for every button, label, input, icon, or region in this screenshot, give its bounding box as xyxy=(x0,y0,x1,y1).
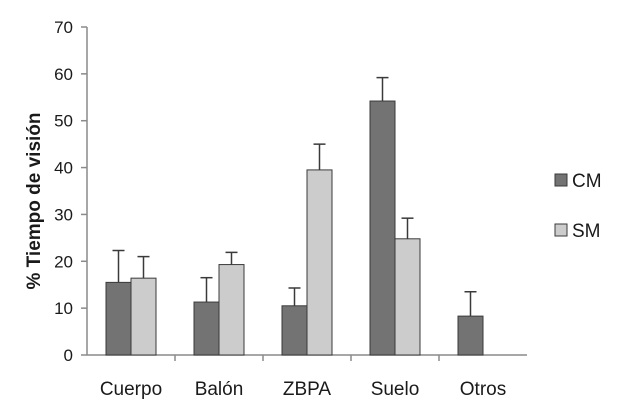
bar-sm xyxy=(394,238,421,356)
legend-swatch-cm xyxy=(554,173,568,187)
x-category-label: Suelo xyxy=(371,379,420,400)
bar-sm xyxy=(218,264,245,356)
y-tick-label: 20 xyxy=(54,252,73,271)
plot-area: 0 10 20 30 40 50 60 70 Cuerpo Balón ZBPA Suelo Otros xyxy=(54,18,527,400)
bar-cm xyxy=(105,281,132,356)
y-tick-label: 10 xyxy=(54,299,73,318)
y-tick-label: 0 xyxy=(64,346,73,365)
x-category-label: ZBPA xyxy=(283,379,332,400)
bar-cm xyxy=(281,305,308,356)
legend-label-cm: CM xyxy=(572,171,602,192)
y-tick-label: 30 xyxy=(54,205,73,224)
x-category-label: Balón xyxy=(195,379,244,400)
x-category-label: Cuerpo xyxy=(100,379,162,400)
y-tick-label: 40 xyxy=(54,159,73,178)
y-tick-label: 50 xyxy=(54,112,73,131)
bar-cm xyxy=(193,301,220,356)
y-axis-label: % Tiempo de visión xyxy=(24,112,45,289)
legend-label-sm: SM xyxy=(572,221,601,242)
bar-sm xyxy=(306,169,333,356)
bar-cm xyxy=(457,315,484,356)
y-tick-label: 60 xyxy=(54,65,73,84)
y-tick-label: 70 xyxy=(54,18,73,37)
legend-swatch-sm xyxy=(554,223,568,237)
bar-sm xyxy=(130,277,157,356)
x-category-label: Otros xyxy=(460,379,506,400)
legend: CM SM xyxy=(554,171,602,242)
bar-cm xyxy=(369,100,396,356)
